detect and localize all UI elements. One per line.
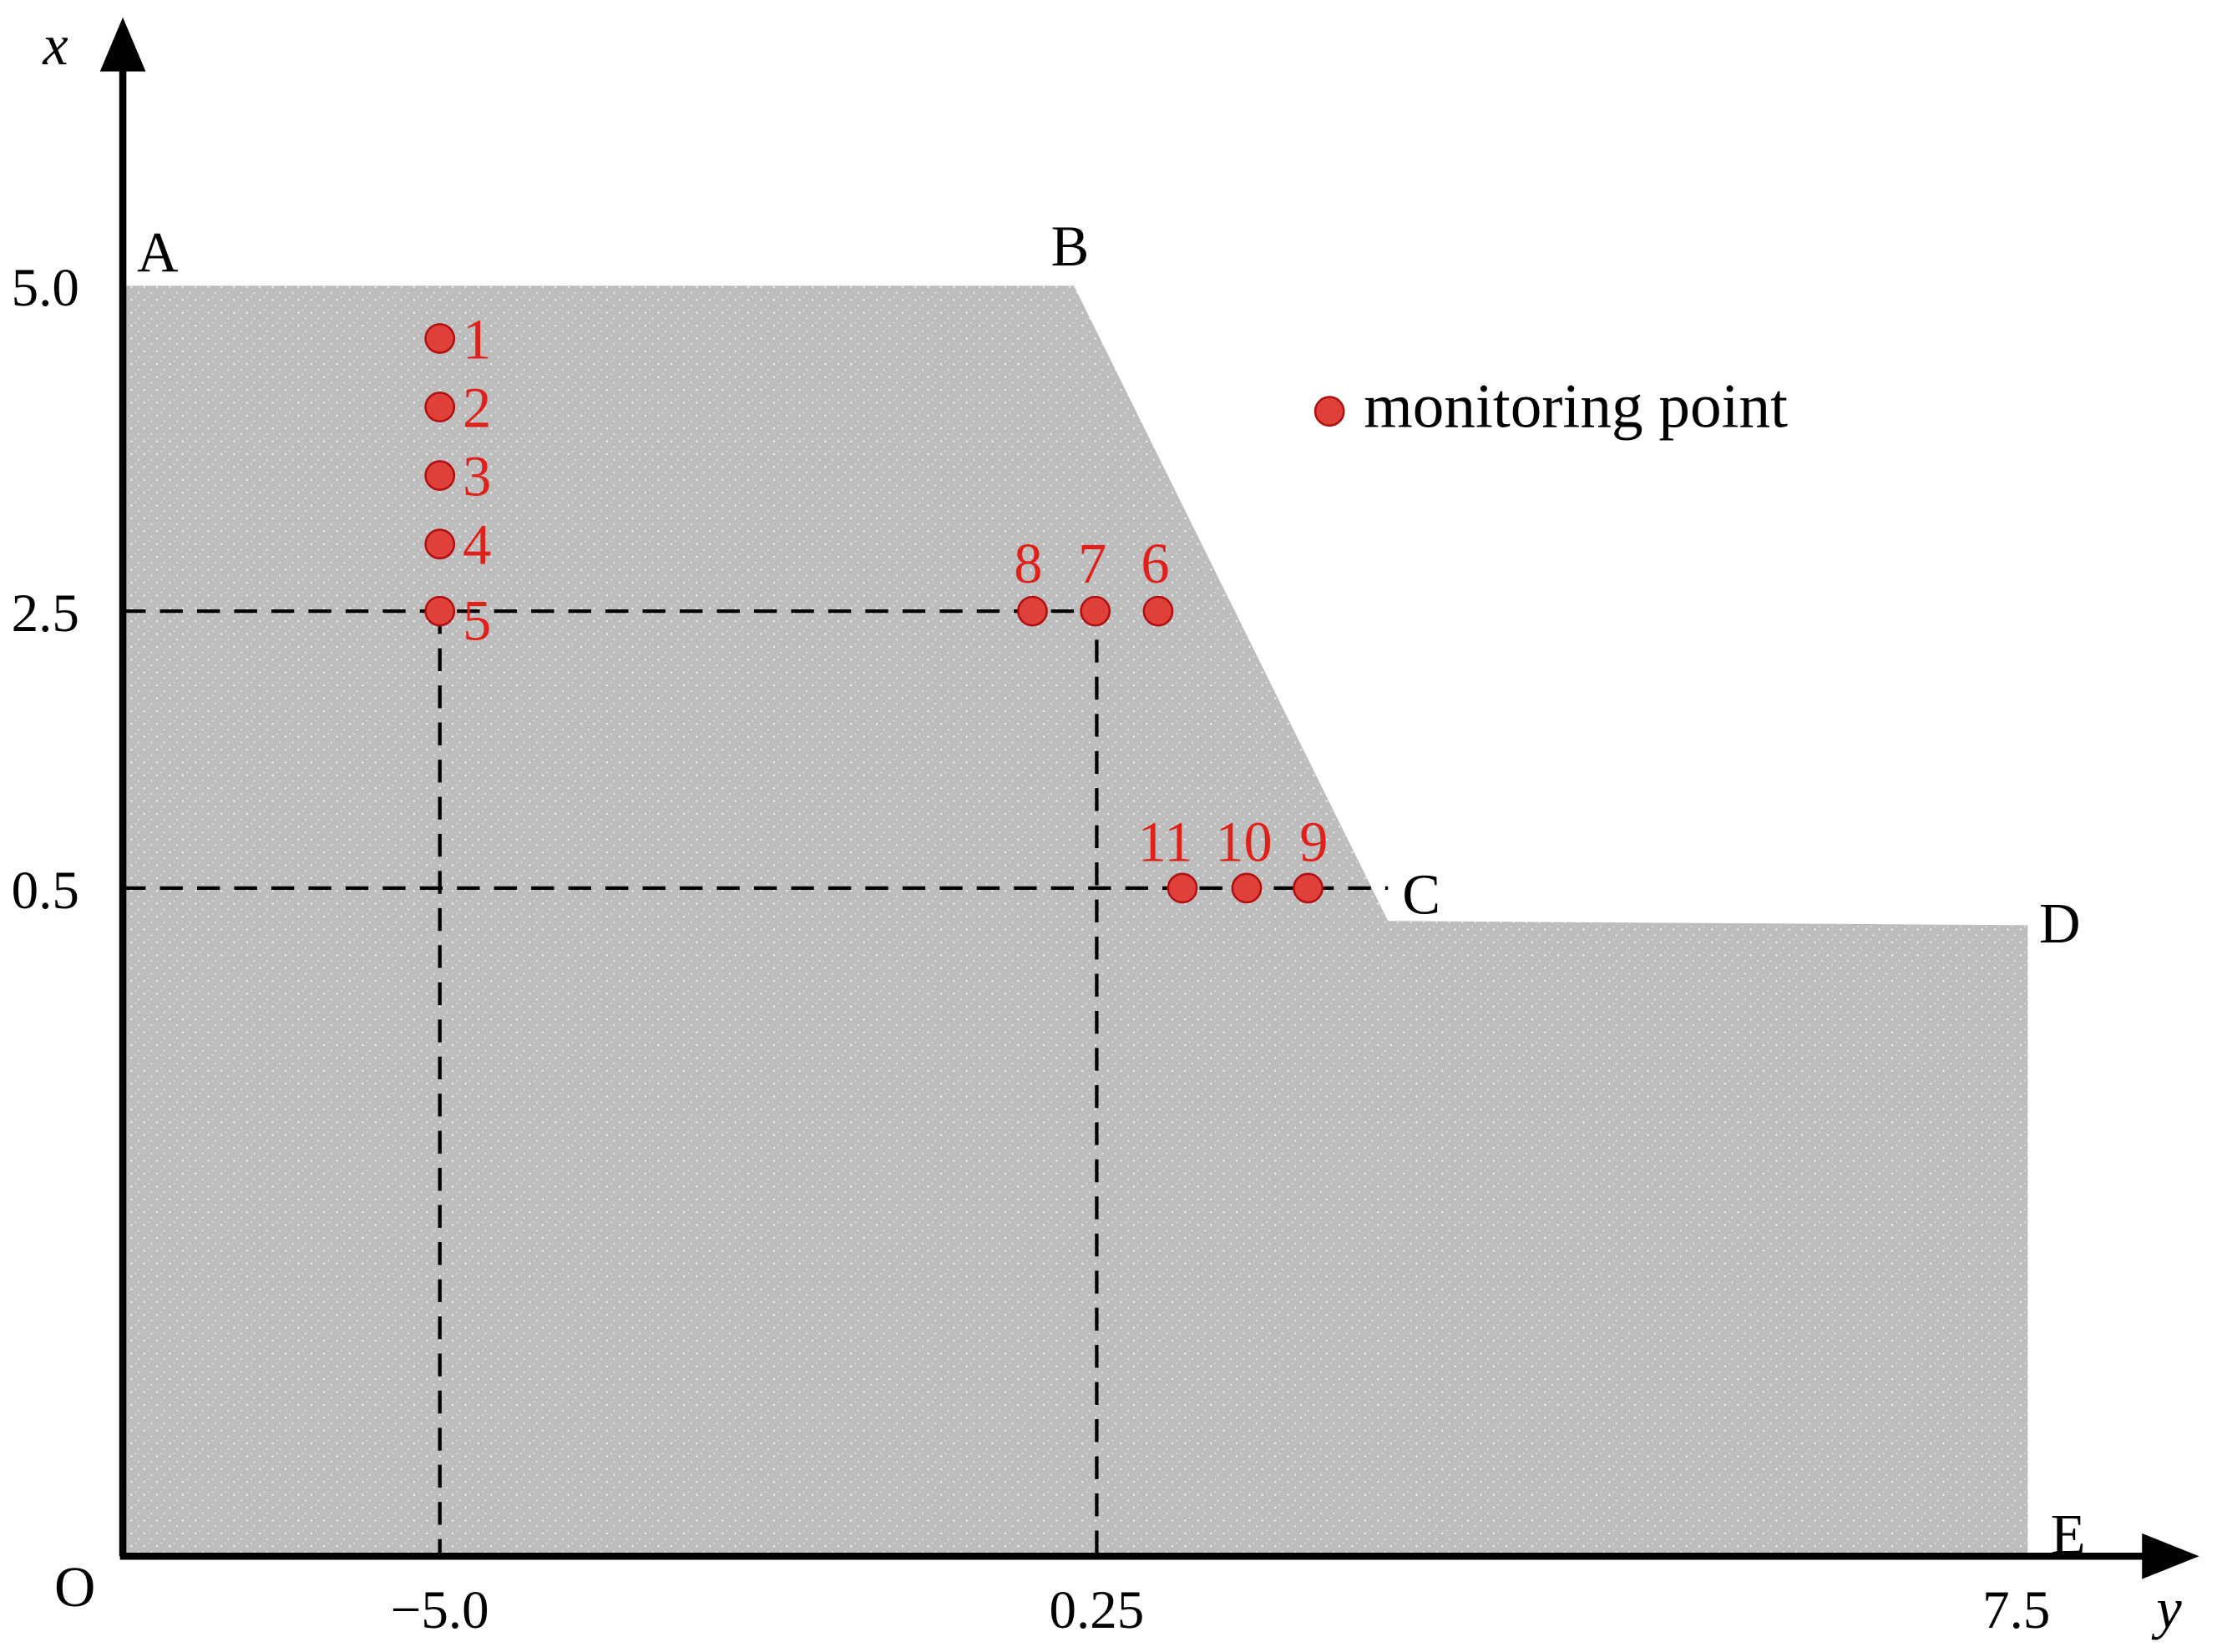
x-axis-arrow <box>99 17 146 72</box>
corner-label: E <box>2051 1503 2086 1566</box>
point-marker <box>1080 595 1111 627</box>
point-marker <box>1167 872 1198 904</box>
point-marker <box>424 595 456 627</box>
point-label: 2 <box>463 376 491 440</box>
point-marker <box>1231 872 1263 904</box>
y-tick-label: 7.5 <box>1982 1580 2050 1640</box>
legend-label: monitoring point <box>1364 372 1788 442</box>
point-marker <box>424 528 456 560</box>
corner-label: D <box>2039 892 2080 955</box>
point-label: 10 <box>1215 810 1272 873</box>
point-label: 5 <box>463 589 491 652</box>
point-label: 4 <box>463 513 491 577</box>
point-label: 8 <box>1014 532 1042 595</box>
corner-label: B <box>1051 215 1090 278</box>
point-marker <box>1017 595 1048 627</box>
x-tick-label: 2.5 <box>12 584 79 644</box>
monitoring-points: 1 2 3 4 5 6 7 8 9 10 11 <box>424 307 1328 904</box>
point-marker <box>424 323 456 354</box>
legend: monitoring point <box>1313 372 1788 442</box>
y-axis-label: y <box>2151 1577 2182 1640</box>
point-marker <box>424 460 456 492</box>
x-tick-label: 0.5 <box>12 861 79 921</box>
point-label: 7 <box>1078 532 1106 595</box>
point-label: 3 <box>463 445 491 508</box>
point-marker <box>1293 872 1324 904</box>
x-axis-label: x <box>42 13 68 77</box>
point-label: 6 <box>1141 532 1169 595</box>
x-tick-label: 5.0 <box>12 258 79 318</box>
origin-label: O <box>54 1555 95 1619</box>
legend-marker <box>1313 396 1345 427</box>
point-label: 11 <box>1138 810 1193 873</box>
point-label: 1 <box>463 307 491 371</box>
corner-label: C <box>1402 863 1440 927</box>
point-marker <box>424 392 456 422</box>
y-tick-label: 0.25 <box>1050 1580 1145 1640</box>
y-tick-label: −5.0 <box>391 1580 489 1640</box>
point-marker <box>1142 595 1174 627</box>
corner-label: A <box>137 220 178 284</box>
slope-body <box>123 285 2028 1557</box>
y-axis-arrow <box>2142 1533 2199 1579</box>
point-label: 9 <box>1299 810 1328 873</box>
